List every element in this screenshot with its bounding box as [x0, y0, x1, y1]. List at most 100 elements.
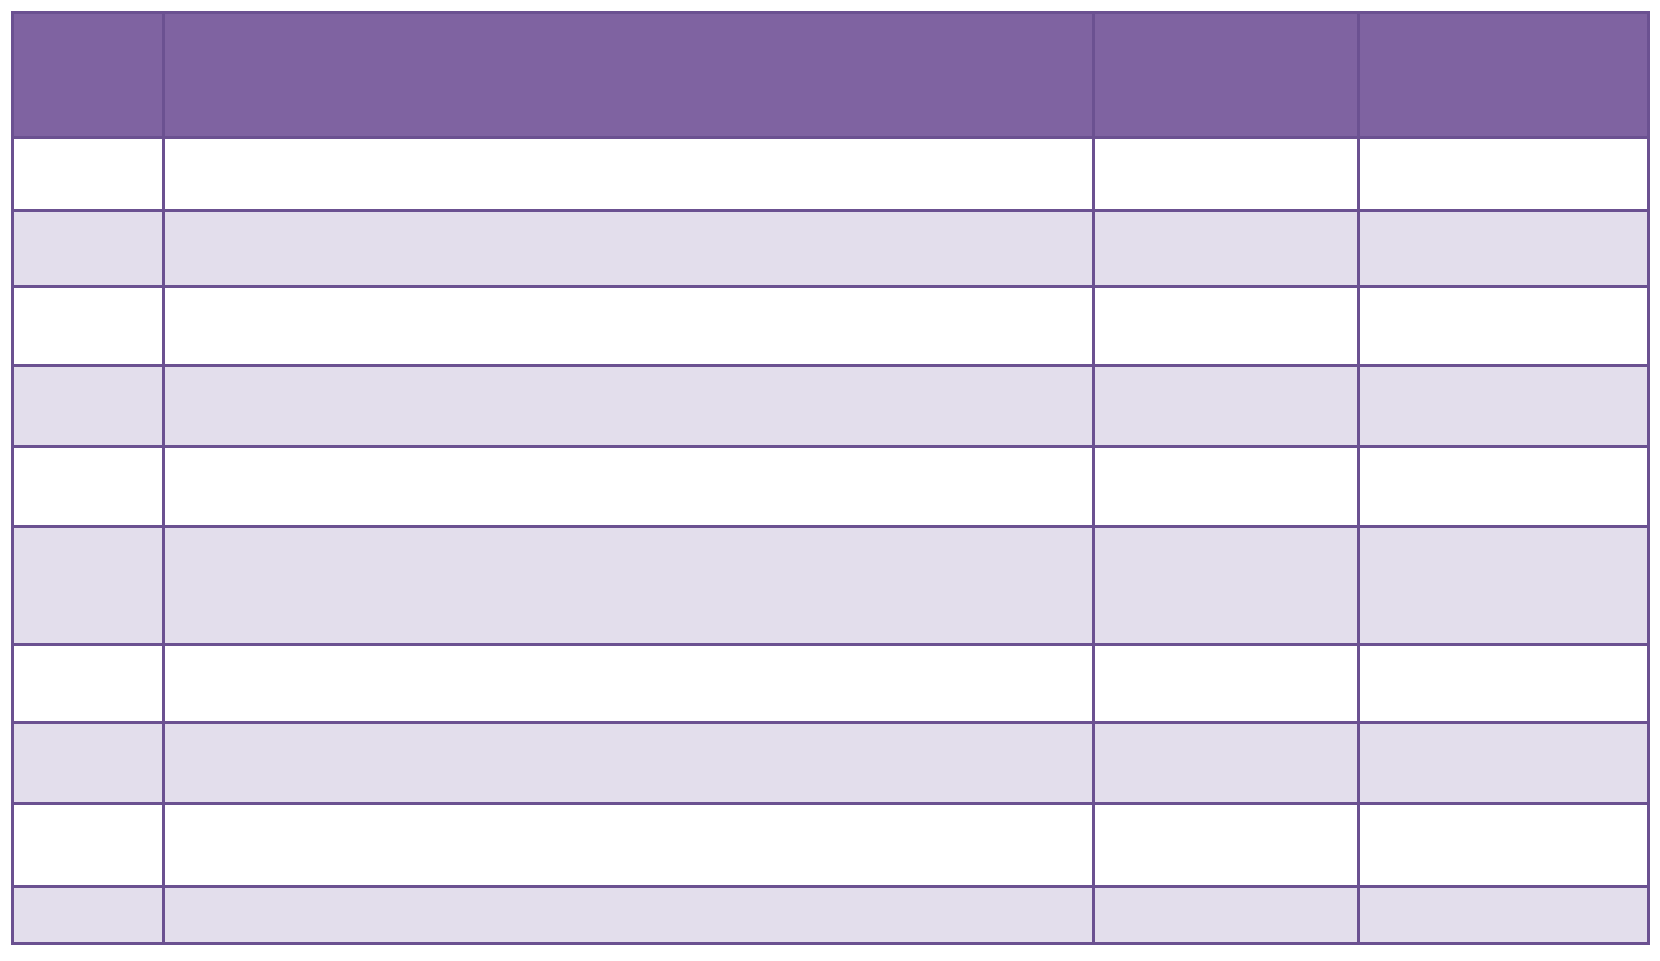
table-cell[interactable] — [1357, 884, 1650, 946]
table-cell[interactable] — [11, 524, 165, 646]
table-cell[interactable] — [11, 884, 165, 946]
cell-text — [24, 367, 152, 368]
table-row[interactable] — [11, 364, 1650, 448]
column-header-1[interactable] — [11, 11, 165, 139]
cell-text — [1105, 528, 1347, 529]
table-header-row — [11, 11, 1650, 139]
table-cell[interactable] — [162, 136, 1095, 212]
table-cell[interactable] — [1357, 642, 1650, 724]
table-cell[interactable] — [1092, 720, 1360, 806]
cell-text — [175, 288, 1082, 289]
table-cell[interactable] — [11, 364, 165, 448]
table-cell[interactable] — [1092, 802, 1360, 888]
column-header-2[interactable] — [162, 11, 1095, 139]
table-row[interactable] — [11, 524, 1650, 646]
table-cell[interactable] — [162, 208, 1095, 289]
cell-text — [1370, 288, 1637, 289]
column-header-4[interactable] — [1357, 11, 1650, 139]
data-table — [11, 11, 1650, 946]
table-cell[interactable] — [11, 802, 165, 888]
table-cell[interactable] — [11, 208, 165, 289]
cell-text — [1105, 888, 1347, 889]
column-header-2-label — [175, 14, 1082, 15]
cell-text — [175, 888, 1082, 889]
cell-text — [1370, 139, 1637, 140]
table-cell[interactable] — [1092, 364, 1360, 448]
table-row[interactable] — [11, 720, 1650, 806]
table-cell[interactable] — [1092, 444, 1360, 528]
cell-text — [175, 448, 1082, 449]
cell-text — [175, 805, 1082, 806]
cell-text — [24, 139, 152, 140]
table-row[interactable] — [11, 802, 1650, 888]
cell-text — [1105, 724, 1347, 725]
cell-text — [1370, 805, 1637, 806]
table-body — [11, 136, 1650, 946]
cell-text — [175, 139, 1082, 140]
table-cell[interactable] — [1357, 802, 1650, 888]
cell-text — [24, 448, 152, 449]
cell-text — [24, 288, 152, 289]
cell-text — [175, 646, 1082, 647]
table-header — [11, 11, 1650, 139]
cell-text — [24, 805, 152, 806]
cell-text — [1105, 367, 1347, 368]
table-cell[interactable] — [162, 364, 1095, 448]
table-cell[interactable] — [1092, 642, 1360, 724]
cell-text — [24, 212, 152, 213]
column-header-1-label — [24, 14, 152, 15]
table-row[interactable] — [11, 642, 1650, 724]
table-container — [11, 11, 1650, 946]
cell-text — [175, 212, 1082, 213]
column-header-3[interactable] — [1092, 11, 1360, 139]
table-row[interactable] — [11, 136, 1650, 212]
cell-text — [1370, 212, 1637, 213]
cell-text — [175, 528, 1082, 529]
table-cell[interactable] — [162, 444, 1095, 528]
cell-text — [1105, 448, 1347, 449]
cell-text — [1370, 528, 1637, 529]
cell-text — [1105, 646, 1347, 647]
table-cell[interactable] — [11, 285, 165, 368]
table-cell[interactable] — [1092, 136, 1360, 212]
table-row[interactable] — [11, 285, 1650, 368]
column-header-4-label — [1370, 14, 1637, 15]
table-cell[interactable] — [162, 524, 1095, 646]
table-row[interactable] — [11, 444, 1650, 528]
table-cell[interactable] — [1092, 524, 1360, 646]
column-header-3-label — [1105, 14, 1347, 15]
table-cell[interactable] — [1092, 285, 1360, 368]
table-cell[interactable] — [1357, 208, 1650, 289]
cell-text — [1105, 288, 1347, 289]
table-cell[interactable] — [162, 285, 1095, 368]
table-cell[interactable] — [162, 802, 1095, 888]
cell-text — [1105, 212, 1347, 213]
cell-text — [1370, 724, 1637, 725]
cell-text — [1370, 367, 1637, 368]
table-cell[interactable] — [1092, 884, 1360, 946]
table-cell[interactable] — [1357, 285, 1650, 368]
table-cell[interactable] — [11, 642, 165, 724]
cell-text — [1105, 805, 1347, 806]
table-cell[interactable] — [1357, 720, 1650, 806]
table-cell[interactable] — [1357, 364, 1650, 448]
cell-text — [24, 528, 152, 529]
table-cell[interactable] — [11, 444, 165, 528]
table-cell[interactable] — [11, 720, 165, 806]
cell-text — [1370, 646, 1637, 647]
table-cell[interactable] — [1357, 524, 1650, 646]
cell-text — [175, 724, 1082, 725]
table-cell[interactable] — [162, 642, 1095, 724]
table-cell[interactable] — [162, 720, 1095, 806]
table-cell[interactable] — [162, 884, 1095, 946]
cell-text — [24, 724, 152, 725]
table-cell[interactable] — [11, 136, 165, 212]
table-row[interactable] — [11, 884, 1650, 946]
cell-text — [175, 367, 1082, 368]
table-cell[interactable] — [1092, 208, 1360, 289]
table-row[interactable] — [11, 208, 1650, 289]
cell-text — [24, 646, 152, 647]
table-cell[interactable] — [1357, 444, 1650, 528]
table-cell[interactable] — [1357, 136, 1650, 212]
